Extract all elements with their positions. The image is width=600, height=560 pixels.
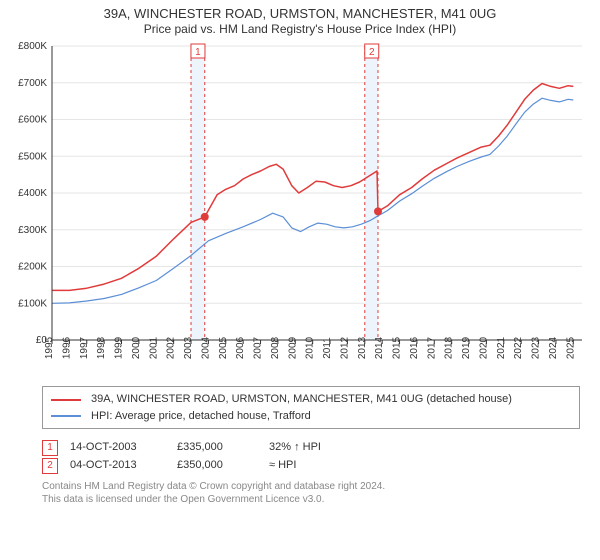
svg-text:1: 1	[195, 47, 201, 58]
table-row: 2 04-OCT-2013 £350,000 ≈ HPI	[42, 457, 580, 475]
sale-marker-icon: 2	[42, 458, 58, 474]
legend-label: HPI: Average price, detached house, Traf…	[91, 408, 311, 425]
sale-price: £350,000	[177, 457, 257, 475]
legend: 39A, WINCHESTER ROAD, URMSTON, MANCHESTE…	[42, 386, 580, 429]
table-row: 1 14-OCT-2003 £335,000 32% ↑ HPI	[42, 439, 580, 457]
svg-text:£700K: £700K	[18, 78, 47, 89]
svg-text:£800K: £800K	[18, 41, 47, 52]
sale-price: £335,000	[177, 439, 257, 457]
sale-hpi-delta: 32% ↑ HPI	[269, 439, 359, 457]
page-title: 39A, WINCHESTER ROAD, URMSTON, MANCHESTE…	[10, 6, 590, 22]
page-subtitle: Price paid vs. HM Land Registry's House …	[10, 22, 590, 36]
svg-text:£600K: £600K	[18, 115, 47, 126]
attribution: Contains HM Land Registry data © Crown c…	[42, 480, 580, 506]
legend-item: HPI: Average price, detached house, Traf…	[51, 408, 571, 425]
sale-hpi-delta: ≈ HPI	[269, 457, 359, 475]
sale-date: 04-OCT-2013	[70, 457, 165, 475]
sale-date: 14-OCT-2003	[70, 439, 165, 457]
svg-text:£500K: £500K	[18, 152, 47, 163]
attribution-line: Contains HM Land Registry data © Crown c…	[42, 480, 580, 493]
legend-label: 39A, WINCHESTER ROAD, URMSTON, MANCHESTE…	[91, 391, 512, 408]
line-chart: £0£100K£200K£300K£400K£500K£600K£700K£80…	[10, 40, 590, 380]
sale-marker-icon: 1	[42, 440, 58, 456]
svg-text:£100K: £100K	[18, 299, 47, 310]
svg-text:£400K: £400K	[18, 188, 47, 199]
svg-text:£300K: £300K	[18, 225, 47, 236]
sales-table: 1 14-OCT-2003 £335,000 32% ↑ HPI 2 04-OC…	[42, 439, 580, 474]
legend-item: 39A, WINCHESTER ROAD, URMSTON, MANCHESTE…	[51, 391, 571, 408]
attribution-line: This data is licensed under the Open Gov…	[42, 493, 580, 506]
legend-swatch	[51, 399, 81, 401]
svg-text:2: 2	[369, 47, 375, 58]
legend-swatch	[51, 415, 81, 417]
svg-text:£200K: £200K	[18, 262, 47, 273]
chart-area: £0£100K£200K£300K£400K£500K£600K£700K£80…	[10, 40, 590, 380]
